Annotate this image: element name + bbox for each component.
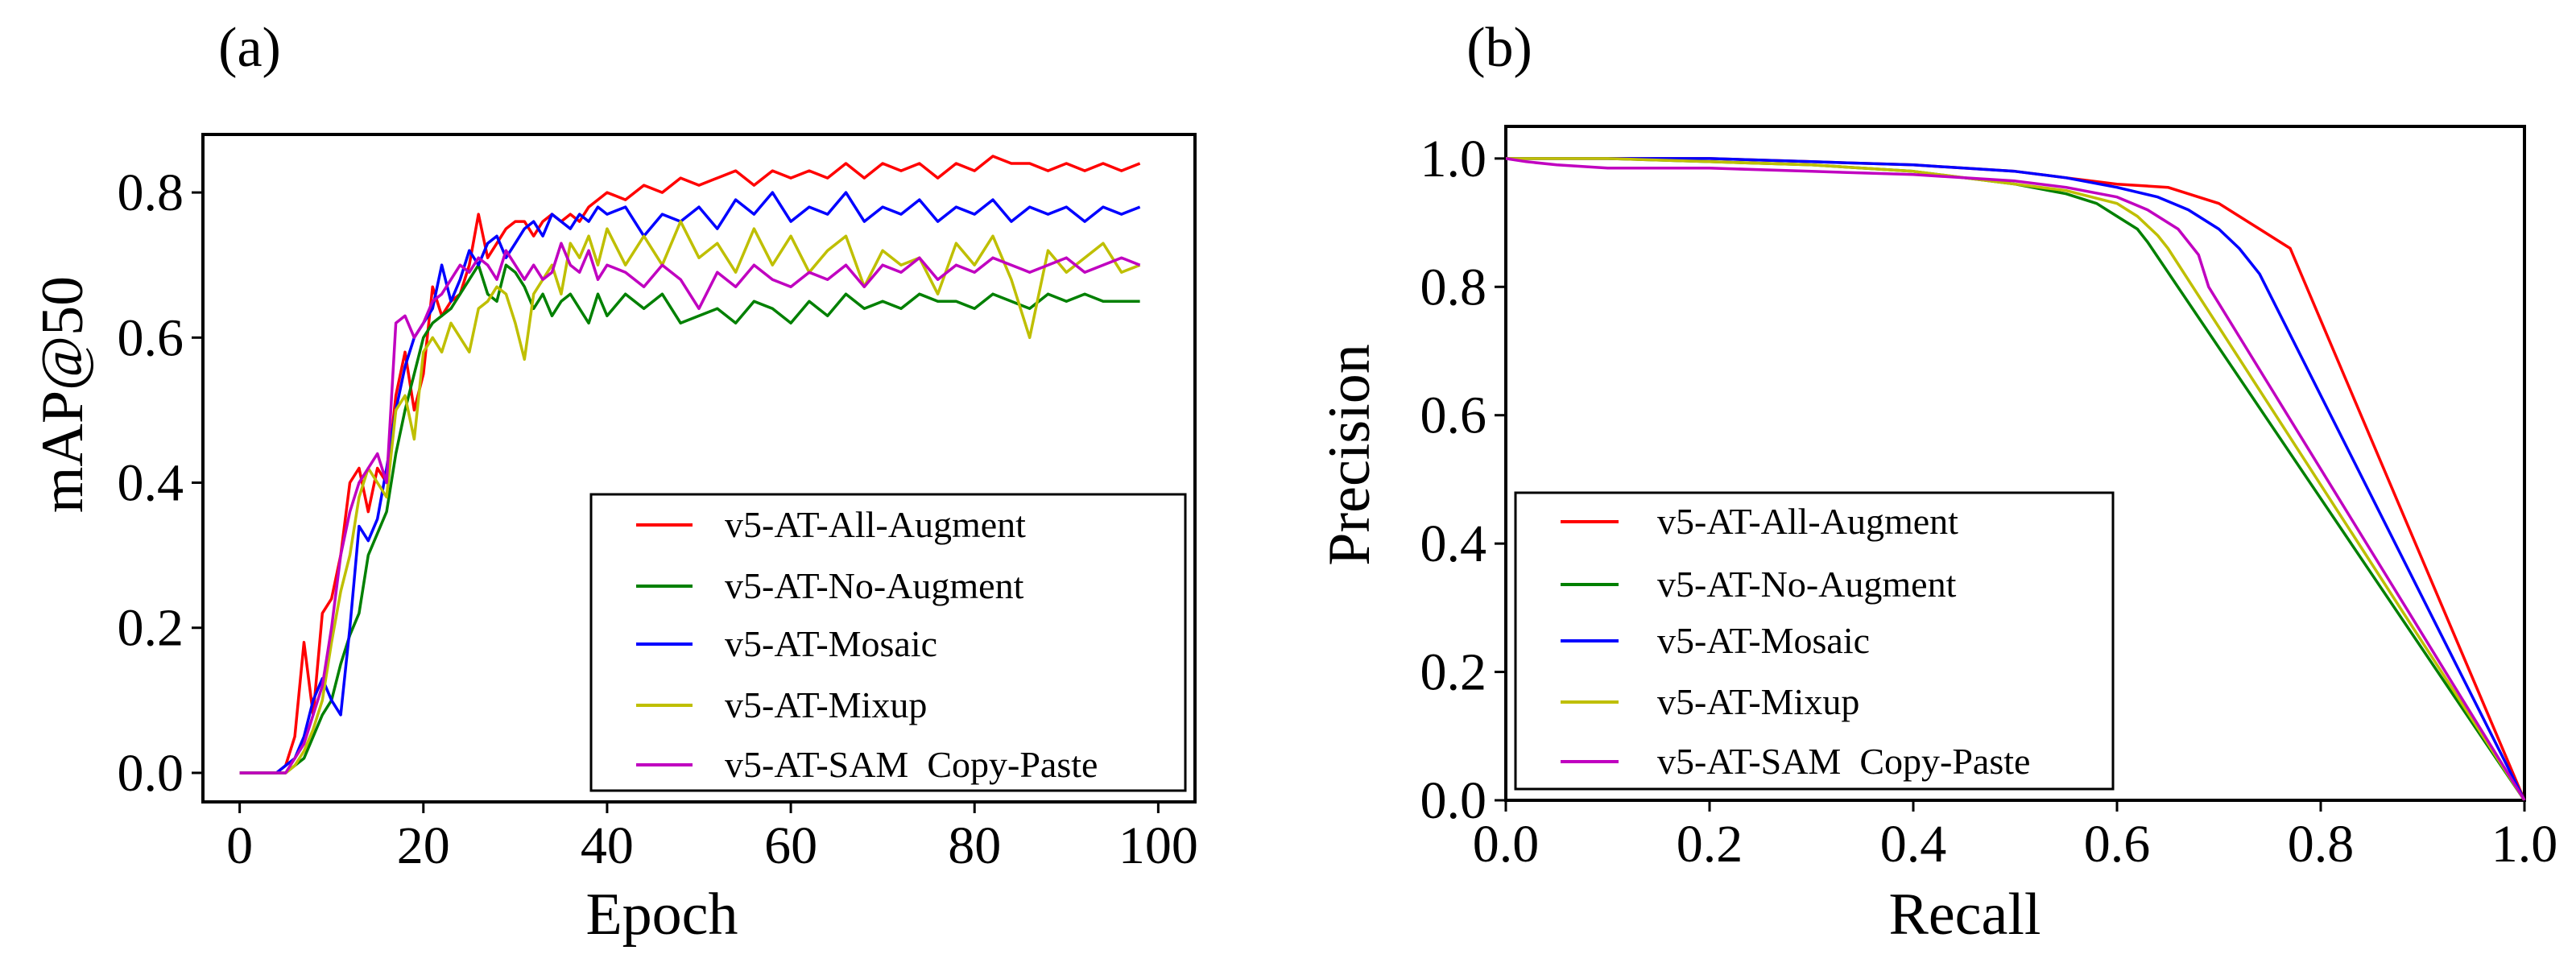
panel-b: (b) 0.0 0.2 0.4 0.6 0.8 1.0 0.0 0.2 0.4 0.6 0.8 1.… — [1317, 17, 2557, 948]
panel-a-legend-label-3: v5-AT-Mosaic — [725, 623, 937, 664]
panel-a-series-line-4 — [239, 220, 1141, 775]
panel-a-x-tick-label: 20 — [397, 816, 450, 875]
panel-a-y-tick-label: 0.8 — [118, 163, 184, 222]
panel-b-y-tick-label: 0.0 — [1420, 771, 1487, 830]
panel-b-x-tick-label: 0.4 — [1880, 815, 1947, 874]
panel-a-legend-label-1: v5-AT-All-Augment — [725, 504, 1026, 545]
panel-b-y-tick-label: 1.0 — [1420, 130, 1487, 188]
panel-b-y-axis-label: Precision — [1317, 344, 1383, 565]
panel-a-series-group — [239, 155, 1141, 775]
panel-b-y-tick-label: 0.4 — [1420, 514, 1487, 573]
panel-b-legend-label-5: v5-AT-SAM Copy-Paste — [1657, 741, 2030, 782]
panel-a-legend-label-2: v5-AT-No-Augment — [725, 565, 1024, 606]
panel-a-plot-frame — [201, 133, 1197, 804]
panel-a-series-line-1 — [239, 155, 1141, 775]
panel-b-label: (b) — [1466, 17, 1532, 79]
panel-a-y-axis-label: mAP@50 — [30, 276, 96, 513]
panel-a-legend: v5-AT-All-Augment v5-AT-No-Augment v5-AT-M… — [589, 493, 1187, 792]
panel-a-x-tick-label: 60 — [764, 816, 817, 875]
panel-a-legend-label-5: v5-AT-SAM Copy-Paste — [725, 744, 1098, 785]
panel-b-x-tick-label: 0.2 — [1677, 815, 1743, 874]
panel-a-series-line-5 — [239, 242, 1141, 775]
panel-a-x-ticks: 0 20 40 60 80 100 — [226, 802, 1198, 875]
panel-a-series-line-2 — [239, 263, 1140, 775]
panel-b-x-tick-label: 1.0 — [2491, 815, 2558, 874]
panel-b-plot-frame — [1504, 125, 2526, 802]
panel-a-legend-label-4: v5-AT-Mixup — [725, 684, 927, 725]
panel-a-series-line-3 — [239, 191, 1141, 775]
panel-a-y-ticks: 0.0 0.2 0.4 0.6 0.8 — [118, 163, 203, 803]
panel-b-legend: v5-AT-All-Augment v5-AT-No-Augment v5-AT-M… — [1514, 491, 2115, 791]
panel-b-y-tick-label: 0.8 — [1420, 258, 1487, 316]
panel-b-y-ticks: 0.0 0.2 0.4 0.6 0.8 1.0 — [1420, 130, 1506, 830]
panel-a-x-axis-label: Epoch — [585, 882, 738, 948]
panel-a-y-tick-label: 0.4 — [118, 454, 184, 513]
panel-a-x-tick-label: 100 — [1118, 816, 1198, 875]
panel-a-x-tick-label: 80 — [948, 816, 1001, 875]
panel-a-y-tick-label: 0.2 — [118, 599, 184, 658]
panel-b-x-tick-label: 0.0 — [1473, 815, 1540, 874]
panel-b-series-line-4 — [1506, 157, 2526, 801]
panel-b-x-tick-label: 0.6 — [2084, 815, 2151, 874]
panel-b-series-line-3 — [1506, 157, 2526, 801]
panel-b-legend-label-2: v5-AT-No-Augment — [1657, 564, 1957, 605]
panel-a-y-tick-label: 0.6 — [118, 308, 184, 367]
panel-b-y-tick-label: 0.2 — [1420, 643, 1487, 702]
panel-a: (a) 0 20 40 60 80 100 0.0 0.2 0.4 0.6 0.8 Epoch m… — [30, 17, 1198, 948]
panel-b-x-ticks: 0.0 0.2 0.4 0.6 0.8 1.0 — [1473, 800, 2558, 874]
panel-b-legend-label-3: v5-AT-Mosaic — [1657, 620, 1870, 661]
panel-b-series-line-5 — [1505, 157, 2526, 801]
panel-b-series-group — [1505, 157, 2526, 801]
panel-b-legend-label-4: v5-AT-Mixup — [1657, 681, 1859, 722]
panel-a-x-tick-label: 0 — [226, 816, 253, 875]
panel-a-x-tick-label: 40 — [581, 816, 634, 875]
panel-b-x-axis-label: Recall — [1888, 882, 2041, 948]
panel-b-x-tick-label: 0.8 — [2288, 815, 2355, 874]
panel-a-label: (a) — [218, 17, 281, 79]
panel-a-y-tick-label: 0.0 — [118, 744, 184, 803]
panel-b-y-tick-label: 0.6 — [1420, 386, 1487, 445]
panel-b-legend-label-1: v5-AT-All-Augment — [1657, 501, 1958, 542]
